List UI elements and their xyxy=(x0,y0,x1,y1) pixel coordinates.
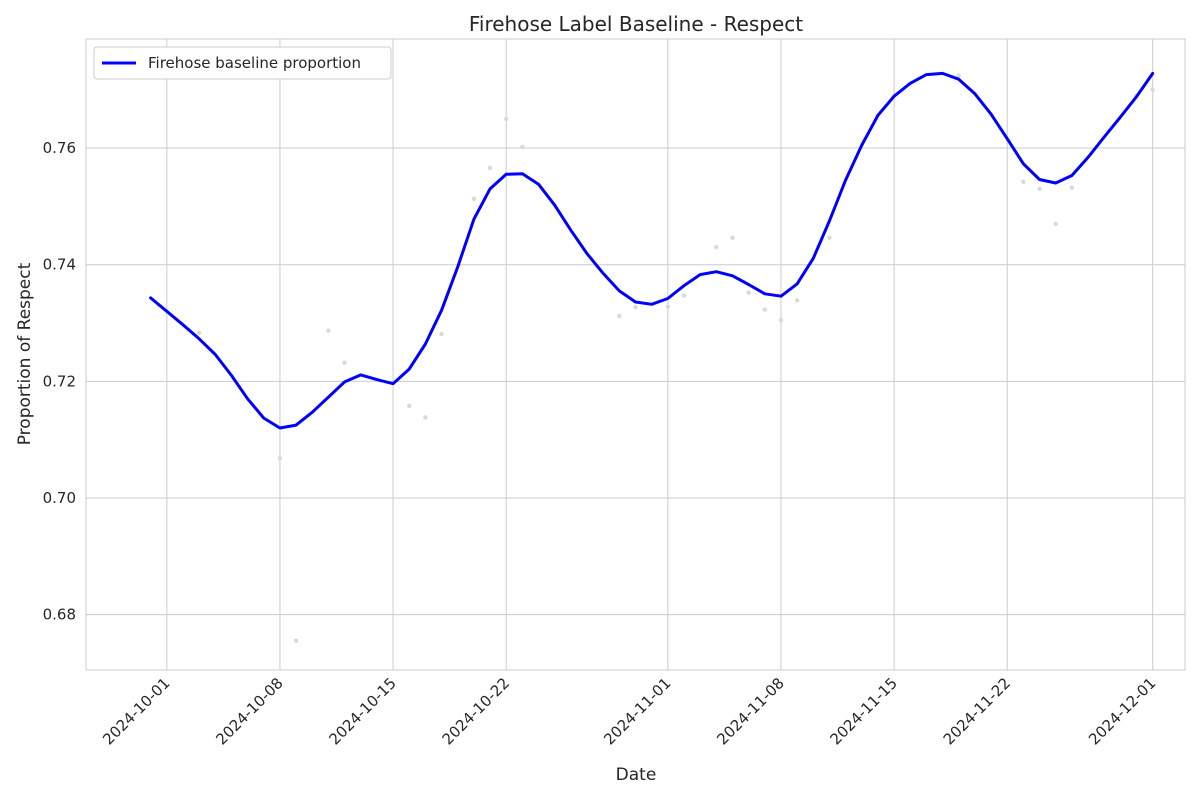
data-point xyxy=(277,456,283,461)
data-point xyxy=(956,73,961,78)
legend: Firehose baseline proportion xyxy=(93,46,392,80)
x-axis-ticks: 2024-10-01 2024-10-08 2024-10-15 2024-10-22… xyxy=(99,674,1159,748)
data-point xyxy=(1037,186,1042,192)
data-point xyxy=(746,290,751,295)
data-point xyxy=(407,403,412,409)
data-point xyxy=(520,144,525,150)
data-point xyxy=(617,313,622,319)
data-point xyxy=(423,415,428,420)
x-tick-label: 2024-10-01 xyxy=(99,674,173,748)
data-point xyxy=(827,235,832,241)
y-axis-ticks: 0.68 0.70 0.72 0.74 0.76 xyxy=(43,139,76,624)
plot-area xyxy=(86,39,1185,670)
x-tick-label: 2024-10-22 xyxy=(439,674,513,748)
data-point xyxy=(714,244,719,250)
y-tick-label: 0.76 xyxy=(43,139,76,157)
x-tick-label: 2024-10-08 xyxy=(212,674,286,748)
grid xyxy=(86,39,1185,670)
legend-label: Firehose baseline proportion xyxy=(148,54,361,72)
y-tick-label: 0.70 xyxy=(43,489,76,507)
data-point xyxy=(762,307,767,312)
x-tick-label: 2024-10-15 xyxy=(326,674,400,748)
x-tick-label: 2024-11-15 xyxy=(827,674,901,748)
data-point xyxy=(1021,179,1026,185)
scatter-points xyxy=(196,73,1155,644)
chart-title: Firehose Label Baseline - Respect xyxy=(469,12,803,36)
y-tick-label: 0.72 xyxy=(43,372,76,390)
data-point xyxy=(633,305,638,310)
data-point xyxy=(196,330,202,336)
data-point xyxy=(293,638,299,644)
x-tick-label: 2024-11-22 xyxy=(940,674,1014,748)
data-point xyxy=(504,116,509,122)
data-point xyxy=(326,328,331,333)
data-point xyxy=(487,165,493,171)
x-tick-label: 2024-11-01 xyxy=(600,674,674,748)
legend-box xyxy=(93,46,392,80)
y-tick-label: 0.68 xyxy=(43,606,76,624)
data-point xyxy=(1053,221,1058,227)
data-point xyxy=(794,298,800,303)
data-point xyxy=(681,293,687,298)
data-point xyxy=(1150,87,1155,92)
x-tick-label: 2024-11-08 xyxy=(713,674,787,748)
x-axis-title: Date xyxy=(616,765,657,785)
plot-frame xyxy=(85,38,1186,671)
baseline-line xyxy=(149,71,1155,430)
data-point xyxy=(665,304,671,309)
data-point xyxy=(778,317,784,323)
data-point xyxy=(730,235,735,241)
y-axis-title: Proportion of Respect xyxy=(15,262,35,445)
data-point xyxy=(1069,185,1075,190)
data-point xyxy=(471,196,477,201)
x-tick-label: 2024-12-01 xyxy=(1085,674,1159,748)
data-point xyxy=(439,331,444,337)
y-tick-label: 0.74 xyxy=(43,256,76,274)
data-point xyxy=(342,360,347,365)
